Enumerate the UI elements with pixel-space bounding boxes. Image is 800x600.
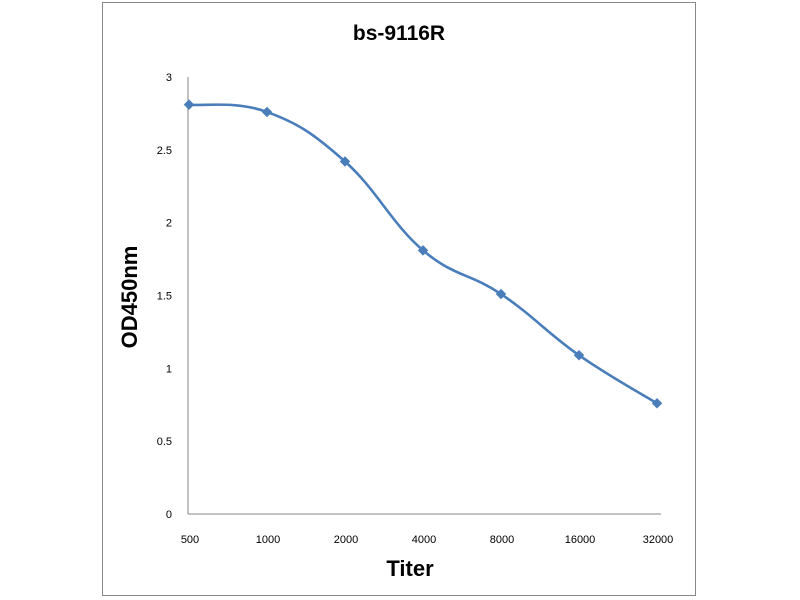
x-tick-label: 8000 xyxy=(490,534,514,546)
x-tick-label: 32000 xyxy=(643,534,674,546)
y-tick-label: 2 xyxy=(166,218,172,230)
y-tick-label: 1 xyxy=(166,363,172,375)
data-point-marker xyxy=(573,349,585,361)
chart-title: bs-9116R xyxy=(353,22,445,45)
x-axis-title: Titer xyxy=(386,556,434,581)
y-tick-label: 3 xyxy=(166,72,172,84)
x-tick-labels: 500 1000 2000 4000 8000 16000 32000 xyxy=(181,534,673,546)
x-tick-label: 4000 xyxy=(412,534,436,546)
data-point-marker xyxy=(261,106,273,118)
y-tick-labels: 0 0.5 1 1.5 2 2.5 3 xyxy=(157,72,172,521)
chart-frame xyxy=(102,2,696,596)
data-point-marker xyxy=(339,156,351,167)
x-tick-label: 500 xyxy=(181,534,199,546)
x-tick-label: 16000 xyxy=(565,534,596,546)
data-point-marker xyxy=(183,99,195,111)
x-tick-label: 2000 xyxy=(334,534,358,546)
x-tick-label: 1000 xyxy=(256,534,280,546)
y-axis-title: OD450nm xyxy=(117,246,142,349)
y-tick-label: 0.5 xyxy=(157,436,172,448)
y-tick-label: 2.5 xyxy=(157,145,172,157)
data-point-marker xyxy=(417,244,429,256)
y-tick-label: 1.5 xyxy=(157,291,172,303)
series-layer xyxy=(183,99,663,409)
data-point-marker xyxy=(495,288,507,300)
y-tick-label: 0 xyxy=(166,509,172,521)
data-point-marker xyxy=(651,397,663,409)
